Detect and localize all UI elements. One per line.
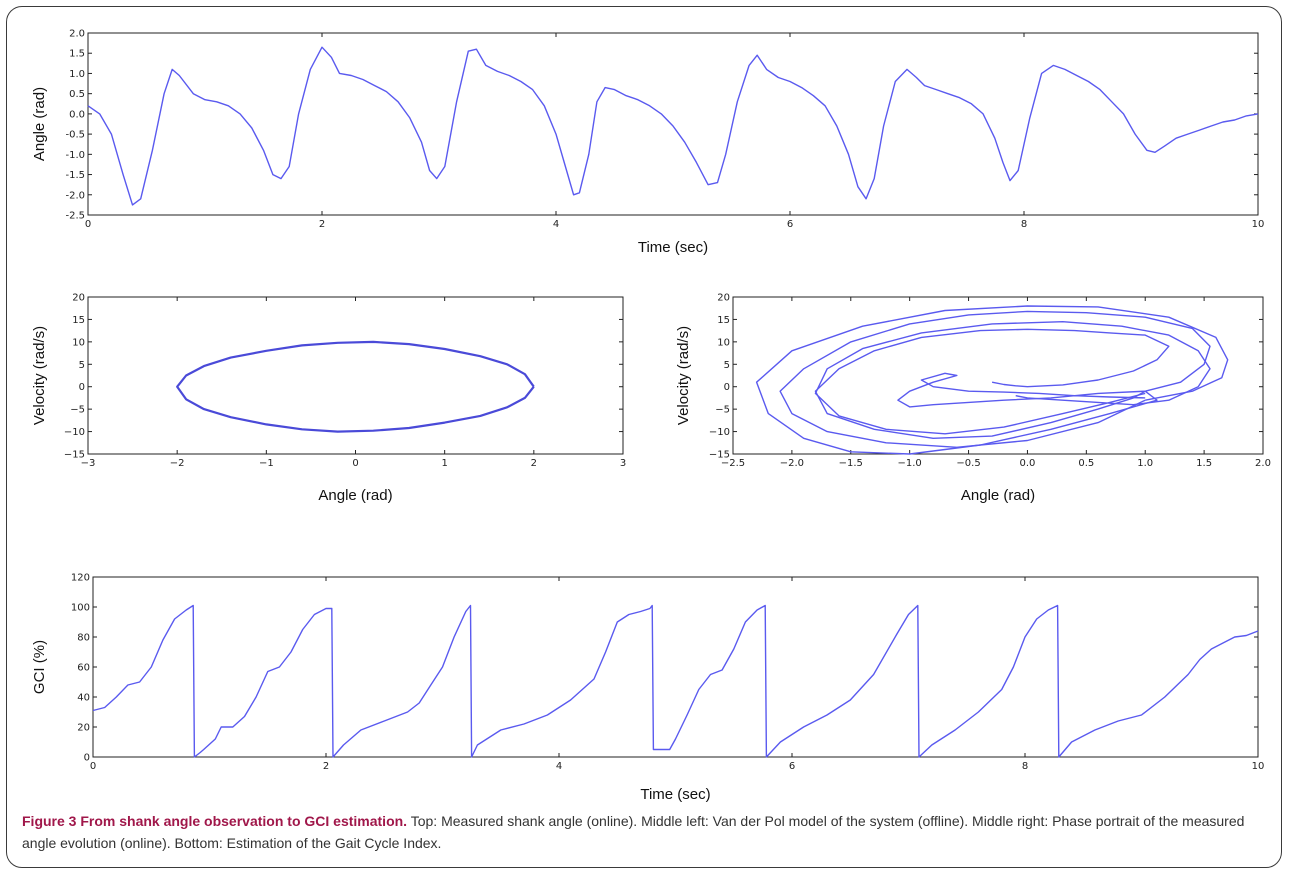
y-tick-label: 2.0 [69, 29, 85, 40]
series-line [755, 305, 1229, 455]
y-tick-label: 0 [84, 753, 90, 764]
y-tick-label: 0 [79, 382, 85, 393]
x-tick-label: 0 [90, 761, 96, 772]
x-axis-label: Angle (rad) [318, 487, 392, 504]
y-tick-label: −15 [709, 450, 730, 461]
series-line [92, 604, 1259, 758]
series-line [779, 310, 1211, 448]
x-tick-label: 10 [1252, 761, 1265, 772]
y-axis-label: Velocity (rad/s) [31, 326, 48, 425]
x-tick-label: 8 [1022, 761, 1028, 772]
series-line [897, 372, 1146, 408]
plot-area [732, 296, 1264, 455]
y-tick-label: −15 [64, 450, 85, 461]
x-tick-label: 1.5 [1196, 458, 1212, 469]
x-tick-label: 8 [1021, 219, 1027, 230]
y-tick-label: -2.5 [65, 211, 85, 222]
x-tick-label: 10 [1252, 219, 1265, 230]
x-tick-label: 3 [620, 458, 626, 469]
y-tick-label: 10 [717, 337, 730, 348]
y-tick-label: 60 [77, 663, 90, 674]
series-line [814, 328, 1170, 439]
x-tick-label: 0.5 [1078, 458, 1094, 469]
y-tick-label: 15 [72, 315, 85, 326]
x-tick-label: −0.5 [956, 458, 980, 469]
x-tick-label: −2 [170, 458, 185, 469]
y-tick-label: 100 [71, 603, 90, 614]
plot-area [92, 576, 1259, 758]
y-tick-label: 5 [724, 360, 730, 371]
chart-top: 0 2 4 6 8 10 -2.5 -2.0 -1.5 -1.0 -0.5 0.0 0.5 1.0 1.5 2… [31, 29, 1264, 257]
series-line [87, 46, 1259, 206]
x-tick-label: 2.0 [1255, 458, 1271, 469]
y-tick-label: 20 [77, 723, 90, 734]
x-tick-label: 6 [789, 761, 795, 772]
y-tick-label: -1.0 [65, 150, 85, 161]
y-axis-label: GCI (%) [31, 640, 48, 694]
y-tick-label: 5 [79, 360, 85, 371]
y-axis-label: Velocity (rad/s) [675, 326, 692, 425]
x-tick-label: 2 [531, 458, 537, 469]
x-tick-label: −1.5 [839, 458, 863, 469]
y-tick-label: 0.5 [69, 89, 85, 100]
y-tick-label: 0 [724, 382, 730, 393]
plot-area [87, 296, 624, 455]
x-tick-label: 0 [85, 219, 91, 230]
y-tick-label: 1.0 [69, 69, 85, 80]
y-axis-label: Angle (rad) [31, 87, 48, 161]
x-tick-label: 4 [553, 219, 559, 230]
y-tick-label: -1.5 [65, 170, 85, 181]
figure-caption: Figure 3 From shank angle observation to… [22, 810, 1272, 854]
y-tick-label: -0.5 [65, 130, 85, 141]
y-tick-label: −5 [70, 405, 85, 416]
y-tick-label: -2.0 [65, 190, 85, 201]
x-tick-label: 0.0 [1019, 458, 1035, 469]
y-tick-label: −10 [64, 427, 85, 438]
y-tick-label: −5 [715, 405, 730, 416]
chart-mid-right: −2.5 −2.0 −1.5 −1.0 −0.5 0.0 0.5 1.0 1.5 2.0 −15 −1… [675, 293, 1271, 505]
caption-body: Top: Measured shank angle (online). Midd… [22, 813, 1245, 851]
y-tick-label: 20 [717, 293, 730, 304]
y-tick-label: 1.5 [69, 49, 85, 60]
y-tick-label: −10 [709, 427, 730, 438]
x-tick-label: −3 [81, 458, 96, 469]
x-tick-label: 4 [556, 761, 562, 772]
x-tick-label: −1.0 [898, 458, 922, 469]
y-tick-label: 10 [72, 337, 85, 348]
series-line [814, 321, 1211, 435]
y-tick-label: 40 [77, 693, 90, 704]
plot-area [87, 32, 1259, 216]
series-line [176, 340, 535, 433]
x-tick-label: 0 [352, 458, 358, 469]
x-tick-label: 1 [441, 458, 447, 469]
y-tick-label: 15 [717, 315, 730, 326]
y-tick-label: 0.0 [69, 109, 85, 120]
x-tick-label: −1 [259, 458, 274, 469]
x-tick-label: 1.0 [1137, 458, 1153, 469]
caption-title: Figure 3 From shank angle observation to… [22, 813, 408, 829]
y-tick-label: 120 [71, 573, 90, 584]
y-tick-label: 20 [72, 293, 85, 304]
x-axis-label: Angle (rad) [961, 487, 1035, 504]
x-tick-label: 2 [319, 219, 325, 230]
x-tick-label: 2 [323, 761, 329, 772]
y-tick-label: 80 [77, 633, 90, 644]
x-axis-label: Time (sec) [640, 786, 710, 803]
x-tick-label: −2.5 [721, 458, 745, 469]
x-tick-label: −2.0 [780, 458, 804, 469]
x-tick-label: 6 [787, 219, 793, 230]
x-axis-label: Time (sec) [638, 239, 708, 256]
